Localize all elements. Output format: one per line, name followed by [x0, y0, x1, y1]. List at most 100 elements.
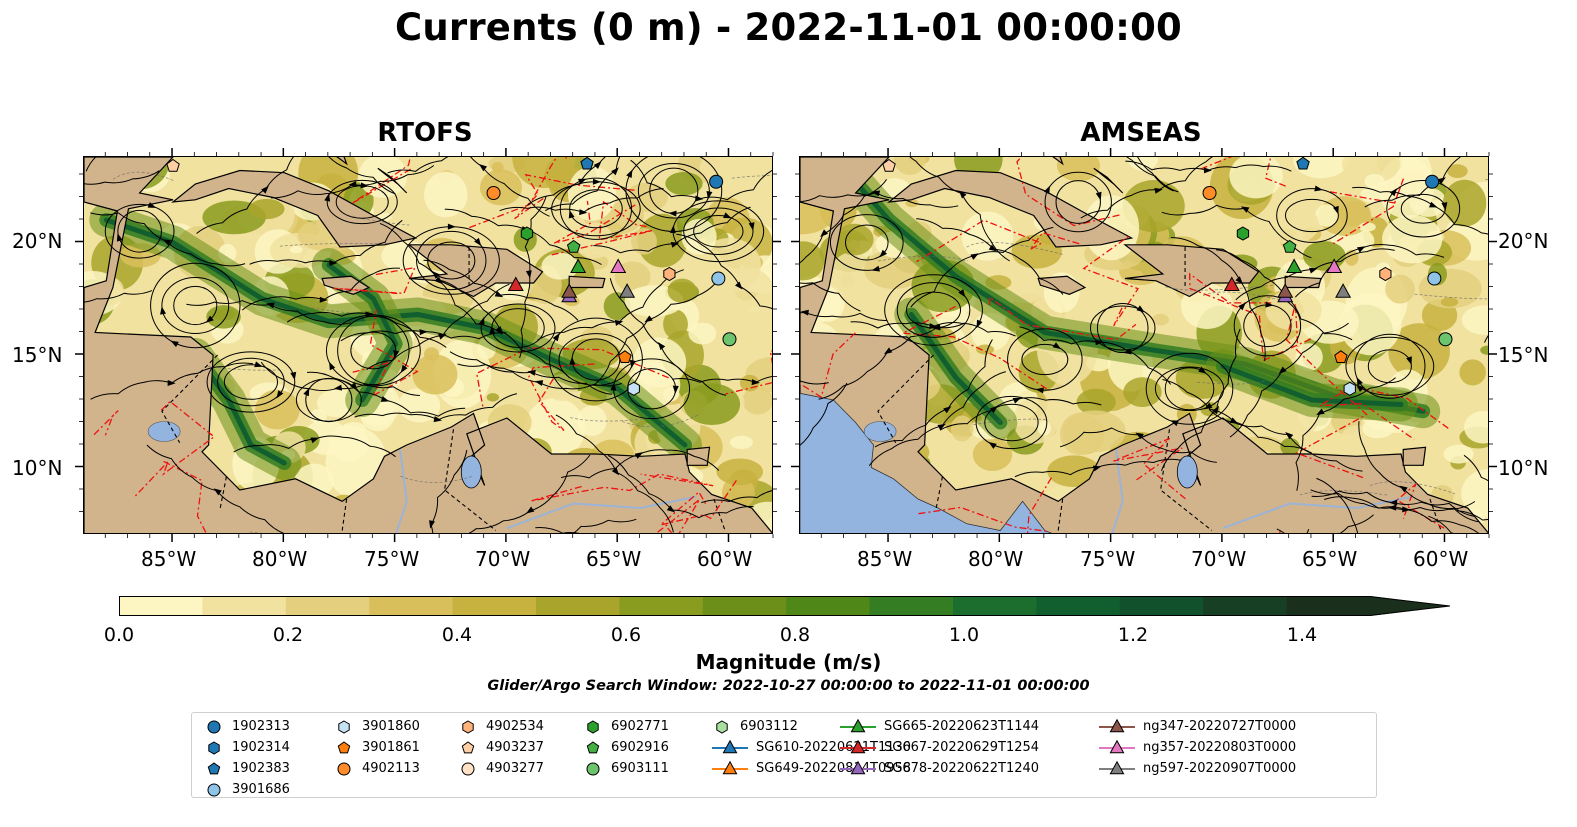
observation-marker-6903111[interactable] — [722, 332, 737, 347]
legend-item: 4903237 — [458, 738, 544, 756]
observation-marker-4902113[interactable] — [1202, 186, 1217, 200]
amseas-current-map[interactable] — [799, 156, 1489, 534]
legend-item: 3901860 — [334, 717, 420, 735]
colorbar-tick-label: 1.4 — [1286, 624, 1318, 646]
observation-marker-1902383[interactable] — [580, 157, 594, 170]
legend-item: 6903111 — [583, 759, 669, 777]
triangle-marker-icon — [840, 739, 876, 754]
observation-marker-6902771[interactable] — [520, 226, 534, 241]
x-tick-label: 60°W — [1413, 547, 1469, 571]
x-tick-label: 75°W — [1080, 547, 1136, 571]
colorbar-tick-label: 0.6 — [610, 624, 642, 646]
colorbar — [119, 596, 1451, 616]
legend-item-label: 1902314 — [232, 739, 290, 755]
legend-item: 1902313 — [204, 717, 290, 735]
observation-marker-ng357-20220803T0000[interactable] — [1326, 258, 1343, 273]
x-tick-label: 70°W — [1191, 547, 1247, 571]
colorbar-tick-label: 0.0 — [103, 624, 135, 646]
observation-marker-1902313[interactable] — [709, 174, 724, 189]
pentagon-marker-icon — [586, 741, 600, 754]
legend-item: SG610-20220621T1130 — [712, 738, 911, 756]
x-tick-label: 65°W — [586, 547, 642, 571]
observation-marker-ng347-20220727T0000[interactable] — [1277, 283, 1294, 298]
observation-marker-ng597-20220907T0000[interactable] — [619, 283, 636, 298]
legend-item: 3901686 — [204, 780, 290, 798]
x-tick-label: 85°W — [857, 547, 913, 571]
triangle-marker-icon — [1099, 739, 1135, 754]
legend-item-label: 4903237 — [486, 739, 544, 755]
legend-item-label: 6902916 — [611, 739, 669, 755]
legend-item-label: 3901860 — [362, 718, 420, 734]
triangle-marker-icon — [840, 718, 876, 733]
legend-item: ng347-20220727T0000 — [1099, 717, 1296, 735]
legend-item: 4902534 — [458, 717, 544, 735]
legend-item: 4902113 — [334, 759, 420, 777]
y-tick-label-right: 15°N — [1498, 343, 1549, 367]
pentagon-marker-icon — [461, 741, 475, 754]
observation-marker-ng597-20220907T0000[interactable] — [1335, 283, 1352, 298]
search-window-note: Glider/Argo Search Window: 2022-10-27 00… — [487, 678, 1090, 694]
observation-marker-SG667-20220629T1254[interactable] — [507, 276, 524, 291]
circle-marker-icon — [207, 720, 221, 734]
legend-item: 3901861 — [334, 738, 420, 756]
observation-marker-ng347-20220727T0000[interactable] — [561, 283, 578, 298]
observation-marker-4902113[interactable] — [486, 186, 501, 200]
observation-marker-3901686[interactable] — [711, 271, 726, 286]
observation-marker-4902534[interactable] — [1379, 266, 1392, 282]
observation-marker-6902916[interactable] — [566, 239, 581, 253]
observation-marker-6903111[interactable] — [1438, 332, 1453, 347]
observation-marker-3901860[interactable] — [627, 381, 640, 396]
legend-item: 4903277 — [458, 759, 544, 777]
observation-marker-3901860[interactable] — [1343, 381, 1356, 396]
triangle-marker-icon — [712, 739, 748, 754]
triangle-marker-icon — [1099, 760, 1135, 775]
observation-marker-SG667-20220629T1254[interactable] — [1223, 276, 1240, 291]
legend-item-label: 1902313 — [232, 718, 290, 734]
legend-item-label: 1902383 — [232, 760, 290, 776]
legend-item-label: 3901861 — [362, 739, 420, 755]
hexagon-marker-icon — [338, 720, 350, 734]
circle-marker-icon — [207, 783, 221, 797]
legend: 1902313 1902314 1902383 3901686 3901860 39018… — [191, 712, 1377, 798]
observation-marker-SG665-20220623T1144[interactable] — [570, 258, 587, 273]
legend-item-label: SG667-20220629T1254 — [884, 739, 1040, 755]
observation-marker-SG665-20220623T1144[interactable] — [1286, 258, 1303, 273]
observation-marker-4903237[interactable] — [882, 158, 896, 172]
observation-marker-1902383[interactable] — [1296, 157, 1310, 170]
legend-item-label: ng597-20220907T0000 — [1143, 760, 1297, 776]
legend-item: SG665-20220623T1144 — [840, 717, 1039, 735]
observation-marker-1902313[interactable] — [1425, 174, 1440, 189]
legend-item-label: 6903111 — [611, 760, 669, 776]
pentagon-marker-icon — [337, 741, 351, 754]
rtofs-current-map[interactable] — [83, 156, 773, 534]
colorbar-tick-label: 0.2 — [272, 624, 304, 646]
legend-item: SG678-20220622T1240 — [840, 759, 1039, 777]
hexagon-marker-icon — [716, 720, 728, 734]
x-tick-label: 70°W — [475, 547, 531, 571]
observation-marker-3901686[interactable] — [1427, 271, 1442, 286]
legend-item: ng597-20220907T0000 — [1099, 759, 1296, 777]
circle-marker-icon — [586, 762, 600, 776]
observation-marker-6902916[interactable] — [1282, 239, 1297, 253]
observation-marker-6902771[interactable] — [1236, 226, 1250, 241]
legend-item-label: 6902771 — [611, 718, 669, 734]
circle-marker-icon — [461, 762, 475, 776]
observation-marker-3901861[interactable] — [1334, 350, 1348, 363]
panel-title-amseas: AMSEAS — [1080, 118, 1202, 148]
legend-item-label: 3901686 — [232, 781, 290, 797]
observation-marker-4903237[interactable] — [166, 158, 180, 172]
pentagon-marker-icon — [207, 762, 221, 775]
y-tick-label-left: 10°N — [12, 456, 63, 480]
colorbar-label: Magnitude (m/s) — [695, 650, 882, 674]
legend-item-label: SG678-20220622T1240 — [884, 760, 1040, 776]
observation-marker-ng357-20220803T0000[interactable] — [610, 258, 627, 273]
current-map-canvas — [84, 157, 772, 533]
observation-marker-3901861[interactable] — [618, 350, 632, 363]
hexagon-marker-icon — [462, 720, 474, 734]
legend-item-label: SG610-20220621T1130 — [756, 739, 912, 755]
x-tick-label: 80°W — [968, 547, 1024, 571]
observation-marker-4902534[interactable] — [663, 266, 676, 282]
panel-title-rtofs: RTOFS — [377, 118, 473, 148]
hexagon-marker-icon — [208, 741, 220, 755]
legend-item: ng357-20220803T0000 — [1099, 738, 1296, 756]
